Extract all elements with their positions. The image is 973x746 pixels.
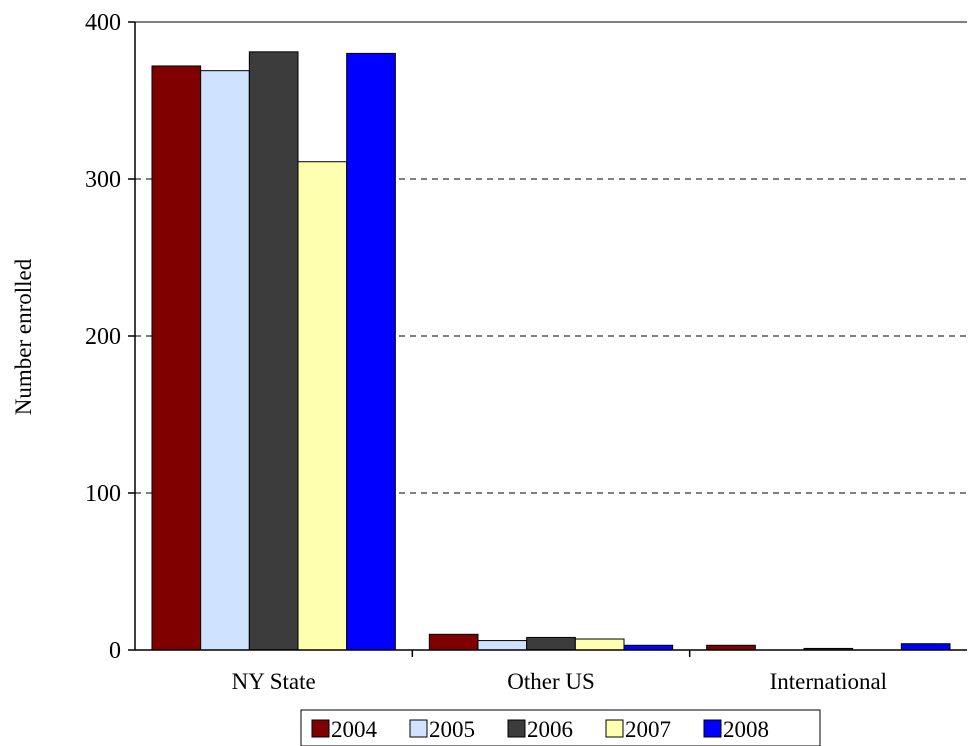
y-tick-label: 300 [85,167,121,193]
bar-2007-ny-state [297,161,348,651]
axes [128,21,967,657]
y-tick-labels: 0 100 200 300 400 [85,10,121,664]
x-category-label: Other US [507,669,595,694]
bar-2004-ny-state [151,65,202,651]
bar-2006-other-us [526,636,576,651]
bar-2006-ny-state [248,51,299,651]
bar-2005-ny-state [200,70,250,651]
y-tick-label: 200 [85,324,121,350]
legend-swatch-2006 [507,719,526,738]
legend-swatch-2004 [311,719,330,738]
legend-label-2006: 2006 [527,717,573,742]
legend-label-2005: 2005 [429,717,475,742]
bar-2007-other-us [574,638,625,651]
bar-2008-international [900,643,951,651]
legend-swatch-2008 [703,719,722,738]
bar-2008-ny-state [346,52,396,651]
legend-box [300,709,821,746]
x-category-labels: NY State Other US International [232,669,887,694]
legend-label-2008: 2008 [723,717,769,742]
y-tick-label: 400 [85,10,121,36]
y-axis-title: Number enrolled [11,258,36,415]
y-tick-label: 0 [109,638,121,664]
legend: 2004 2005 2006 2007 2008 [300,709,821,746]
legend-swatch-2007 [605,719,624,738]
bar-2005-other-us [477,640,528,651]
x-category-label: International [770,669,888,694]
legend-label-2004: 2004 [331,717,378,742]
bars [151,51,951,651]
grid-lines [135,178,967,494]
bar-2004-other-us [428,633,479,651]
y-tick-label: 100 [85,481,121,507]
legend-swatch-2005 [409,719,428,738]
legend-label-2007: 2007 [625,717,671,742]
x-category-label: NY State [232,669,316,694]
